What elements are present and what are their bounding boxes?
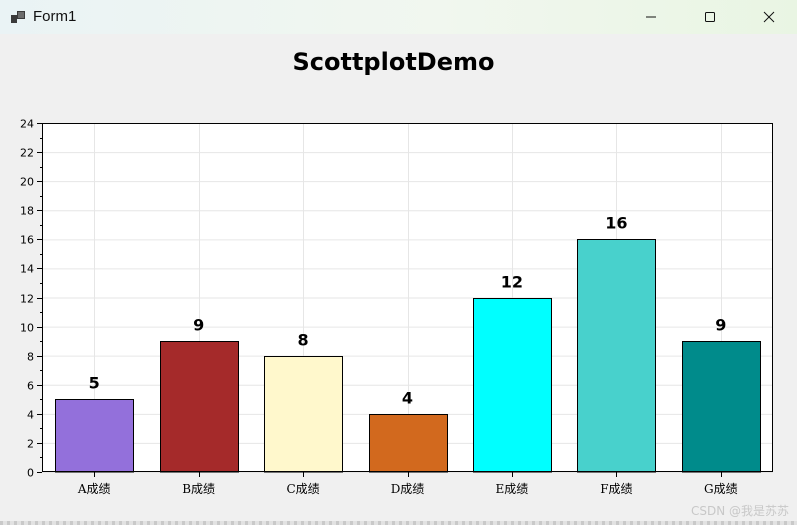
bar-value-label: 9 bbox=[193, 316, 204, 335]
bar-2 bbox=[160, 341, 239, 473]
y-tick-label: 18 bbox=[20, 205, 34, 218]
watermark-text: CSDN @我是苏苏 bbox=[690, 504, 789, 518]
bar-value-label: 9 bbox=[715, 316, 726, 335]
x-tick-label: B成绩 bbox=[182, 482, 215, 496]
y-tick-label: 0 bbox=[27, 467, 34, 480]
y-tick-label: 12 bbox=[20, 293, 34, 306]
y-tick-label: 6 bbox=[27, 380, 34, 393]
y-tick-label: 20 bbox=[20, 176, 34, 189]
y-tick-label: 2 bbox=[27, 438, 34, 451]
plot-frame bbox=[42, 123, 773, 472]
x-tick-label: E成绩 bbox=[496, 482, 529, 496]
x-tick-label: A成绩 bbox=[77, 482, 111, 496]
x-tick-label: D成绩 bbox=[391, 482, 425, 496]
app-icon bbox=[11, 11, 25, 23]
y-tick-label: 10 bbox=[20, 322, 34, 335]
y-tick-label: 16 bbox=[20, 234, 34, 247]
x-tick-label: G成绩 bbox=[704, 482, 738, 496]
y-tick-label: 4 bbox=[27, 409, 34, 422]
x-tick-label: F成绩 bbox=[600, 482, 632, 496]
bar-value-label: 16 bbox=[605, 214, 627, 233]
y-tick-label: 8 bbox=[27, 351, 34, 364]
bar-value-label: 12 bbox=[501, 273, 523, 292]
minimize-icon bbox=[646, 16, 656, 18]
maximize-button[interactable] bbox=[681, 0, 739, 34]
close-button[interactable] bbox=[740, 0, 797, 34]
window-title: Form1 bbox=[33, 8, 77, 25]
maximize-icon bbox=[705, 12, 715, 22]
bar-5 bbox=[473, 298, 552, 473]
x-tick-label: C成绩 bbox=[286, 482, 319, 496]
window-bottom-edge bbox=[0, 521, 797, 525]
bar-value-label: 5 bbox=[89, 374, 100, 393]
chart-title: ScottplotDemo bbox=[292, 48, 495, 76]
close-icon bbox=[763, 11, 775, 23]
bar-4 bbox=[369, 414, 448, 473]
title-bar[interactable]: Form1 bbox=[0, 0, 797, 34]
y-tick-label: 22 bbox=[20, 147, 34, 160]
bar-7 bbox=[682, 341, 761, 473]
y-tick-label: 14 bbox=[20, 263, 34, 276]
bar-value-label: 4 bbox=[402, 389, 413, 408]
minimize-button[interactable] bbox=[622, 0, 680, 34]
bar-value-label: 8 bbox=[298, 331, 309, 350]
y-tick-label: 24 bbox=[20, 118, 34, 131]
bar-1 bbox=[55, 399, 134, 473]
bar-6 bbox=[577, 239, 656, 473]
bar-3 bbox=[264, 356, 343, 473]
